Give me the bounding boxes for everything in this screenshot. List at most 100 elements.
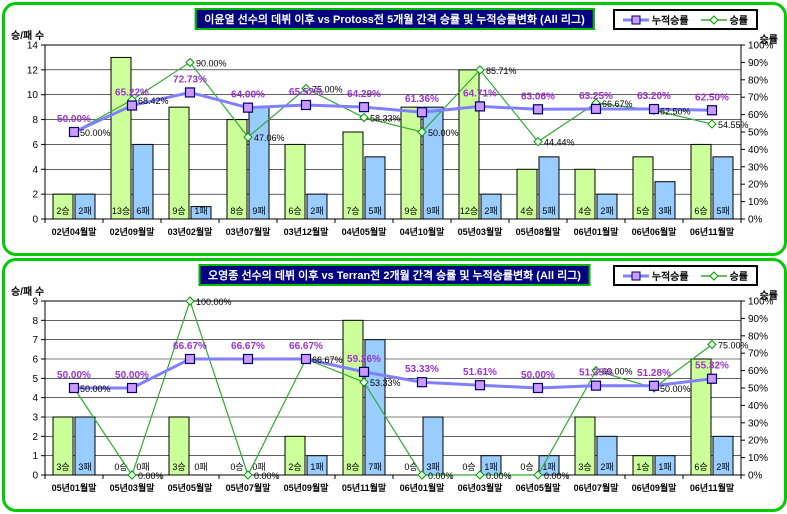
loss-bar [596, 435, 618, 476]
win-bar-label: 6승 [694, 462, 707, 472]
plot-area-0: 0 2 4 6 8 10 12 14 0% 10% 20% 30% 40% 50% 60% 70% 80% 90%… [27, 41, 774, 238]
cumulative-marker [648, 380, 660, 391]
loss-bar-label: 0패 [252, 462, 265, 472]
x-axis-labels: 05년01월말 05년03월말 05년05월말 05년07월말 05년09월말 05년11… [52, 482, 735, 493]
win-bar-label: 13승 [112, 206, 130, 216]
svg-text:0: 0 [32, 215, 38, 226]
win-bar [342, 319, 364, 476]
period-marker [533, 470, 543, 480]
svg-text:06년01월말: 06년01월말 [400, 482, 446, 493]
cumulative-rate-label: 50.00% [57, 114, 91, 125]
svg-text:05년01월말: 05년01월말 [52, 482, 98, 493]
legend-item-period: 승률 [700, 12, 748, 27]
cumulative-marker [184, 87, 196, 98]
win-bar [690, 143, 712, 220]
right-axis-title: 승률 [759, 35, 778, 46]
win-bar [632, 156, 654, 220]
svg-text:30%: 30% [748, 418, 768, 429]
svg-text:6: 6 [32, 355, 38, 366]
period-rate-label: 60.00% [602, 367, 633, 377]
win-bar-label: 3승 [578, 462, 591, 472]
cumulative-marker [68, 126, 80, 138]
svg-text:10%: 10% [748, 197, 768, 208]
win-bar-label: 8승 [346, 462, 359, 472]
win-bar-label: 3승 [56, 462, 69, 472]
svg-text:05년03월말: 05년03월말 [110, 482, 156, 493]
win-bar [690, 358, 712, 476]
loss-bar [364, 156, 386, 220]
period-rate-label: 0.00% [254, 471, 280, 481]
loss-bar-label: 1패 [310, 462, 323, 472]
win-bar-label: 1승 [636, 462, 649, 472]
period-marker [185, 57, 195, 68]
period-marker [185, 296, 195, 306]
svg-text:70%: 70% [748, 349, 768, 360]
svg-text:03년07월말: 03년07월말 [226, 226, 272, 237]
svg-text:80%: 80% [748, 75, 768, 86]
period-line-marker-icon [700, 270, 727, 281]
cumulative-marker [474, 101, 486, 112]
cumulative-line-marker-icon [622, 15, 649, 24]
svg-text:02년09월말: 02년09월말 [110, 226, 156, 237]
svg-text:05년11월말: 05년11월말 [342, 482, 387, 493]
period-rate-label: 66.67% [602, 99, 633, 109]
cumulative-rate-label: 50.00% [521, 370, 555, 381]
svg-text:14: 14 [27, 41, 39, 52]
period-rate-label: 50.00% [80, 128, 111, 138]
chart-title: 오영종 선수의 데뷔 이후 vs Terran전 2개월 간격 승률 및 누적승… [198, 264, 591, 286]
period-marker [243, 132, 253, 142]
svg-text:03년02월말: 03년02월말 [168, 226, 214, 237]
win-bar-label: 7승 [346, 206, 359, 216]
series-data-labels: 50.00% 68.42% 90.00% 47.06% 75.00% 58.33% 50.0… [57, 58, 748, 147]
svg-text:3: 3 [32, 413, 38, 424]
svg-text:05년08월말: 05년08월말 [516, 226, 562, 237]
svg-text:05년03월말: 05년03월말 [458, 226, 504, 237]
legend: 누적승률 승률 [612, 9, 758, 30]
svg-text:2: 2 [32, 190, 38, 201]
cumulative-rate-label: 59.26% [347, 354, 381, 365]
svg-text:06년07월말: 06년07월말 [574, 482, 620, 493]
svg-text:5: 5 [32, 374, 38, 385]
period-rate-label: 0.00% [428, 471, 454, 481]
svg-text:12: 12 [27, 65, 39, 76]
svg-text:100%: 100% [748, 297, 774, 308]
cumulative-rate-label: 72.73% [173, 74, 207, 85]
period-marker [475, 470, 485, 480]
bars: 3승 3패 0승 0패 3승 0패 0승 0패 2승 1패 8승 7패 0승 3패 0승 1패 0승 1패 3승 2패… [52, 319, 734, 476]
period-rate-label: 90.00% [196, 58, 227, 68]
svg-text:06년06월말: 06년06월말 [632, 226, 678, 237]
period-rate-label: 44.44% [544, 138, 575, 148]
cumulative-marker [126, 100, 138, 111]
svg-text:05년07월말: 05년07월말 [226, 482, 272, 493]
cumulative-marker [648, 103, 660, 115]
win-bar [168, 106, 190, 220]
period-rate-label: 58.33% [370, 114, 401, 124]
cumulative-marker [416, 377, 428, 388]
win-bar-label: 2승 [288, 462, 301, 472]
period-marker [243, 470, 253, 480]
svg-text:02년04월말: 02년04월말 [52, 226, 98, 237]
loss-bar [654, 181, 676, 220]
period-rate-label: 66.67% [312, 355, 343, 365]
legend-label-cumulative: 누적승률 [651, 16, 689, 27]
svg-text:04년05월말: 04년05월말 [342, 226, 388, 237]
cumulative-marker [358, 102, 370, 113]
win-bar-label: 6승 [694, 206, 707, 216]
loss-bar-label: 0패 [194, 462, 207, 472]
period-rate-label: 0.00% [544, 471, 570, 481]
cumulative-marker [532, 104, 544, 115]
cumulative-marker [300, 353, 312, 365]
svg-text:50%: 50% [748, 128, 768, 139]
x-axis-labels: 02년04월말 02년09월말 03년02월말 03년07월말 03년12월말 04년05… [52, 226, 735, 237]
chart-panel-bottom: 오영종 선수의 데뷔 이후 vs Terran전 2개월 간격 승률 및 누적승… [2, 258, 787, 512]
cumulative-marker [126, 382, 138, 394]
svg-text:60%: 60% [748, 110, 768, 121]
period-marker [591, 365, 601, 376]
loss-bar-label: 2패 [716, 462, 729, 472]
loss-bar-label: 2패 [600, 462, 613, 472]
win-bar [516, 168, 538, 220]
period-line-marker-icon [700, 14, 727, 25]
cumulative-rate-label: 61.36% [405, 94, 439, 105]
win-bar-label: 4승 [578, 206, 591, 216]
cumulative-marker [242, 353, 254, 365]
